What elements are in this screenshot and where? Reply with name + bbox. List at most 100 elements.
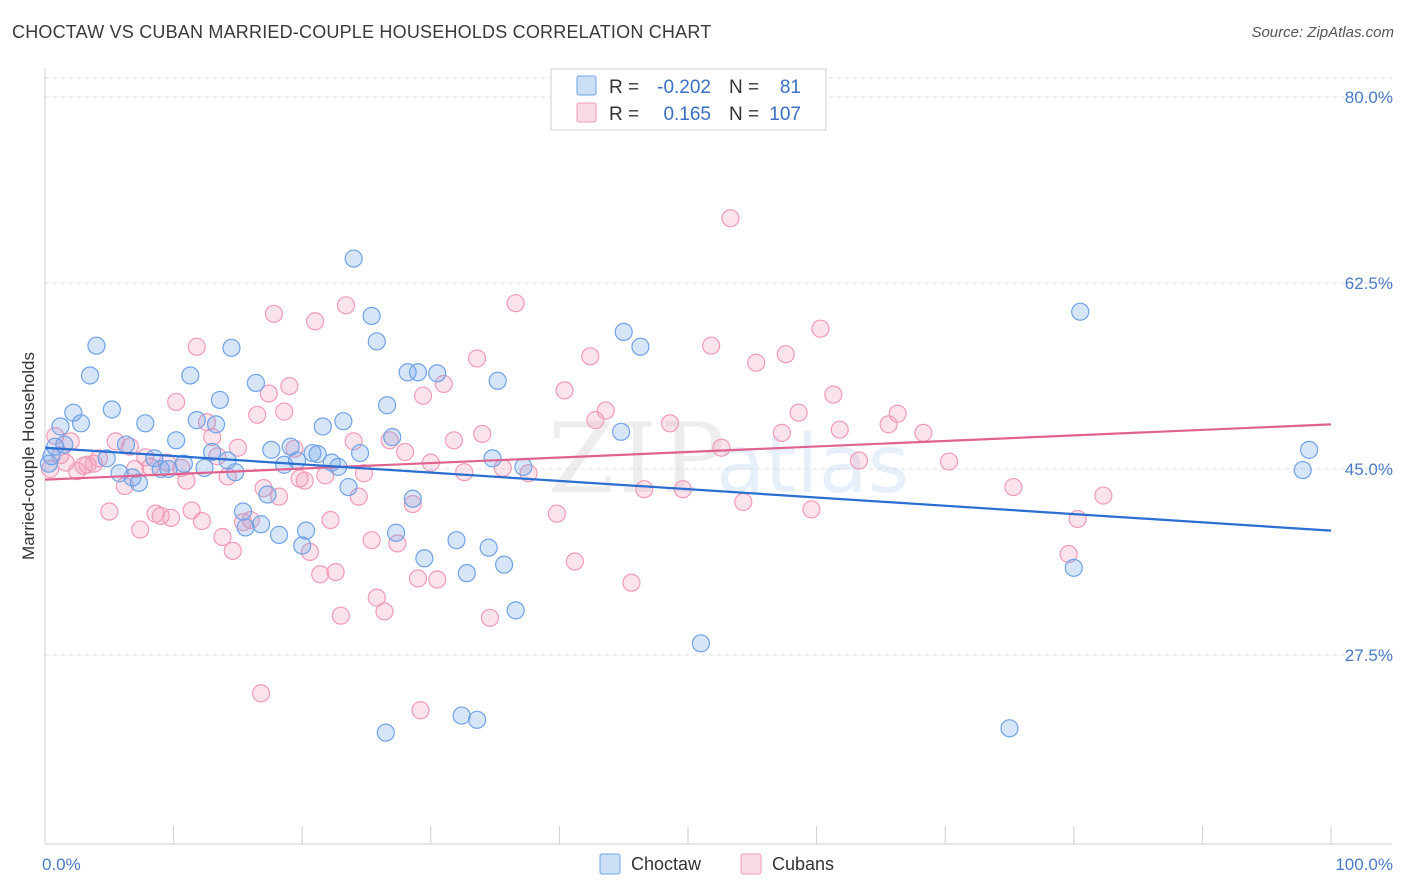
cubans-point xyxy=(830,420,849,439)
cubans-point xyxy=(305,312,325,331)
cubans-point xyxy=(721,209,740,228)
chart-title: CHOCTAW VS CUBAN MARRIED-COUPLE HOUSEHOL… xyxy=(12,22,712,42)
cubans-point xyxy=(321,510,340,530)
choctaw-point xyxy=(488,371,507,390)
choctaw-point xyxy=(1064,558,1083,577)
cubans-point xyxy=(565,552,584,571)
choctaw-point xyxy=(151,459,170,479)
choctaw-point xyxy=(506,601,525,620)
choctaw-point xyxy=(233,502,253,521)
choctaw-point xyxy=(181,366,200,385)
cubans-point xyxy=(295,471,314,490)
choctaw-point xyxy=(262,440,281,459)
choctaw-point xyxy=(258,485,277,504)
y-tick-label: 45.0% xyxy=(1345,460,1393,479)
watermark: ZIP atlas xyxy=(548,403,909,515)
choctaw-point xyxy=(1000,719,1019,738)
legend-r-value: 0.165 xyxy=(663,104,711,125)
watermark-zip: ZIP xyxy=(548,403,729,515)
cubans-point xyxy=(702,336,721,355)
cubans-point xyxy=(635,480,654,499)
choctaw-point xyxy=(55,435,74,454)
cubans-point xyxy=(331,606,350,625)
choctaw-point xyxy=(631,337,650,356)
choctaw-point xyxy=(350,443,370,463)
cubans-point xyxy=(380,431,399,450)
cubans-point xyxy=(275,402,294,421)
cubans-point xyxy=(336,296,356,315)
cubans-point xyxy=(403,494,422,514)
cubans-point xyxy=(131,520,150,539)
bottom-legend-cubans: Cubans xyxy=(772,854,834,874)
cubans-point xyxy=(596,401,615,420)
cubans-point xyxy=(251,684,271,703)
cubans-point xyxy=(506,294,525,313)
cubans-point xyxy=(622,573,641,592)
legend-n-value: 81 xyxy=(780,77,801,98)
legend-swatch-choctaw xyxy=(576,75,597,96)
cubans-point xyxy=(408,569,428,588)
cubans-point xyxy=(888,404,907,423)
cubans-point xyxy=(259,384,278,403)
legend-r-label: R = xyxy=(609,77,639,98)
cubans-point xyxy=(555,381,574,400)
cubans-point xyxy=(326,562,345,582)
choctaw-point xyxy=(102,400,121,419)
choctaw-point xyxy=(97,449,116,468)
x-tick-label: 100.0% xyxy=(1335,855,1393,874)
choctaw-point xyxy=(236,518,255,537)
choctaw-point xyxy=(51,417,70,436)
cubans-point xyxy=(192,511,211,531)
choctaw-point xyxy=(222,338,241,357)
choctaw-point xyxy=(362,306,381,326)
cubans-point xyxy=(776,345,795,364)
cubans-point xyxy=(473,424,492,444)
legend-n-label: N = xyxy=(729,77,759,98)
cubans-point xyxy=(161,508,181,527)
cubans-point xyxy=(434,374,453,394)
cubans-point xyxy=(1094,486,1113,505)
choctaw-point xyxy=(383,428,402,447)
choctaw-point xyxy=(483,449,502,468)
choctaw-point xyxy=(167,431,186,450)
choctaw-trend-line xyxy=(44,446,1332,532)
choctaw-point xyxy=(187,411,206,430)
cubans-point xyxy=(78,455,97,474)
cubans-point xyxy=(480,608,500,627)
source-label: Source: ZipAtlas.com xyxy=(1251,24,1394,41)
cubans-point xyxy=(734,492,753,512)
choctaw-point xyxy=(403,489,422,508)
cubans-point xyxy=(411,701,430,720)
choctaw-point xyxy=(514,457,533,476)
cubans-point xyxy=(914,423,933,442)
cubans-point xyxy=(280,376,299,396)
cubans-point xyxy=(311,565,330,584)
choctaw-point xyxy=(293,536,312,555)
cubans-point xyxy=(106,432,125,451)
cubans-point xyxy=(444,431,464,450)
series-choctaw-points xyxy=(39,249,1319,742)
cubans-point xyxy=(802,500,821,519)
x-tick-labels: 0.0% 100.0% xyxy=(42,855,1393,874)
cubans-point xyxy=(939,452,959,471)
cubans-point xyxy=(344,432,363,451)
choctaw-point xyxy=(376,723,395,742)
cubans-point xyxy=(248,405,267,424)
choctaw-point xyxy=(386,523,406,542)
choctaw-point xyxy=(71,414,91,433)
y-tick-label: 80.0% xyxy=(1345,88,1393,107)
cubans-point xyxy=(362,531,381,550)
choctaw-point xyxy=(1293,460,1312,480)
legend-swatch-cubans xyxy=(576,102,597,123)
choctaw-point xyxy=(296,521,316,540)
choctaw-point xyxy=(136,414,155,433)
cubans-point xyxy=(1059,544,1078,564)
choctaw-point xyxy=(87,336,106,355)
choctaw-point xyxy=(116,435,136,454)
choctaw-point xyxy=(39,454,58,473)
cubans-point xyxy=(811,319,830,338)
choctaw-point xyxy=(428,364,447,383)
choctaw-point xyxy=(344,249,363,268)
choctaw-point xyxy=(495,555,514,574)
top-legend: R = -0.202 N = 81 R = 0.165 N = 107 xyxy=(550,68,827,131)
